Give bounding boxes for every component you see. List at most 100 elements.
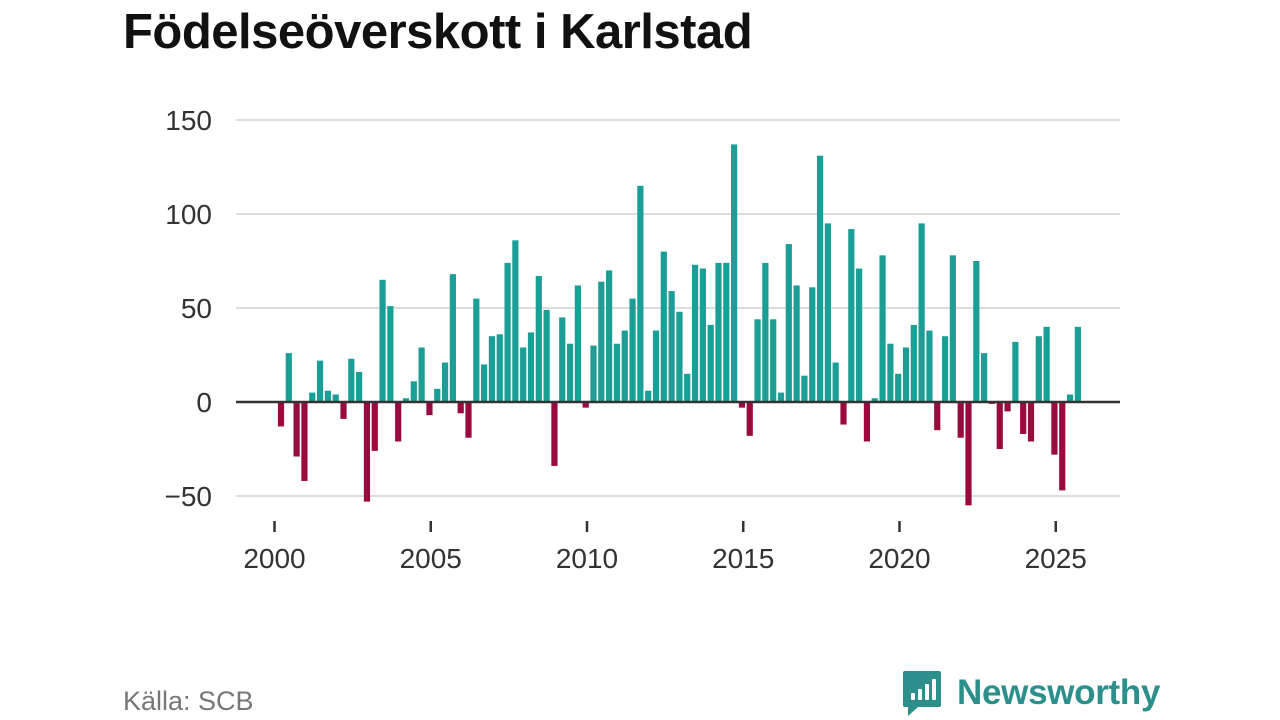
bar: [902, 347, 910, 402]
bar: [348, 358, 355, 402]
bar: [707, 324, 714, 402]
bar: [668, 291, 675, 402]
bar: [770, 319, 777, 402]
bar: [512, 240, 519, 402]
bar: [965, 402, 972, 506]
bar: [973, 261, 980, 402]
bar: [731, 144, 738, 402]
bar: [1020, 402, 1027, 434]
y-tick-label: 0: [196, 387, 212, 418]
bar: [809, 287, 816, 402]
bar: [856, 268, 863, 402]
bar: [754, 319, 761, 402]
bar: [816, 155, 824, 402]
bar: [449, 274, 456, 402]
bar: [934, 402, 941, 431]
bar: [340, 402, 347, 419]
bar: [332, 394, 339, 402]
bar: [574, 285, 581, 402]
bars: [277, 144, 1081, 506]
bar: [473, 298, 480, 402]
bar: [293, 402, 300, 457]
bar: [426, 402, 433, 416]
bar: [699, 268, 706, 402]
y-tick-label: 150: [165, 105, 212, 136]
bar: [801, 375, 808, 402]
x-tick-label: 2000: [243, 543, 305, 574]
bar: [488, 336, 496, 402]
bar: [918, 223, 925, 402]
newsworthy-logo-icon: [903, 671, 941, 716]
bar: [691, 264, 699, 402]
bar: [1074, 326, 1081, 402]
x-tick-label: 2010: [556, 543, 618, 574]
bar: [645, 390, 652, 402]
bar: [629, 298, 636, 402]
brand-name: Newsworthy: [957, 673, 1161, 712]
bar: [590, 345, 597, 402]
source-label: Källa: SCB: [123, 686, 254, 716]
bar: [613, 343, 621, 402]
bar: [1059, 402, 1066, 491]
x-tick-label: 2015: [712, 543, 774, 574]
bar: [410, 381, 417, 402]
x-axis: 2000 2005 2010 2015 2020 2025: [243, 521, 1087, 574]
x-tick-label: 2005: [400, 543, 462, 574]
bar: [402, 398, 410, 402]
bar: [527, 332, 535, 402]
bar: [1027, 402, 1035, 442]
brand-logo: Newsworthy: [902, 669, 1160, 717]
bar: [277, 402, 285, 427]
bar: [793, 285, 800, 402]
bar: [895, 373, 902, 402]
bar: [887, 343, 894, 402]
bar: [535, 276, 542, 402]
bar: [457, 402, 464, 414]
bar: [746, 402, 753, 436]
bar: [848, 229, 855, 402]
bar: [395, 402, 402, 442]
bar: [652, 330, 660, 402]
bar: [738, 402, 746, 408]
bar: [957, 402, 964, 438]
bar: [418, 347, 425, 402]
bar: [715, 262, 722, 402]
bar: [379, 279, 386, 402]
bar: [551, 402, 558, 466]
bar: [1066, 394, 1074, 402]
bar: [496, 334, 503, 402]
bar: [941, 336, 949, 402]
x-tick-label: 2025: [1025, 543, 1087, 574]
bar: [316, 360, 324, 402]
bar: [1043, 326, 1050, 402]
bar: [285, 353, 292, 402]
bar: [684, 373, 691, 402]
y-tick-label: −50: [165, 481, 213, 512]
bar: [637, 185, 644, 402]
bar: [676, 311, 683, 402]
x-tick-label: 2020: [868, 543, 930, 574]
bar: [481, 364, 488, 402]
bar: [504, 262, 511, 402]
y-tick-label: 50: [181, 293, 212, 324]
bar: [926, 330, 933, 402]
bar: [1051, 402, 1058, 455]
bar: [949, 255, 956, 402]
bar: [301, 402, 308, 481]
y-axis: −50 0 50 100 150: [165, 105, 213, 512]
chart-title: Födelseöverskott i Karlstad: [123, 5, 753, 59]
bar: [387, 306, 394, 402]
bar: [832, 362, 839, 402]
bar: [762, 262, 769, 402]
bar: [598, 281, 605, 402]
bar: [660, 251, 667, 402]
bar: [356, 371, 363, 402]
bar: [723, 262, 730, 402]
bar: [582, 402, 589, 408]
bar: [863, 402, 871, 442]
bar: [879, 255, 886, 402]
bar: [824, 223, 831, 402]
bar-chart: −50 0 50 100 150 2000 2005 2010 2015 2020 2025: [165, 105, 1120, 574]
bar: [1012, 341, 1019, 402]
bar: [996, 402, 1003, 449]
